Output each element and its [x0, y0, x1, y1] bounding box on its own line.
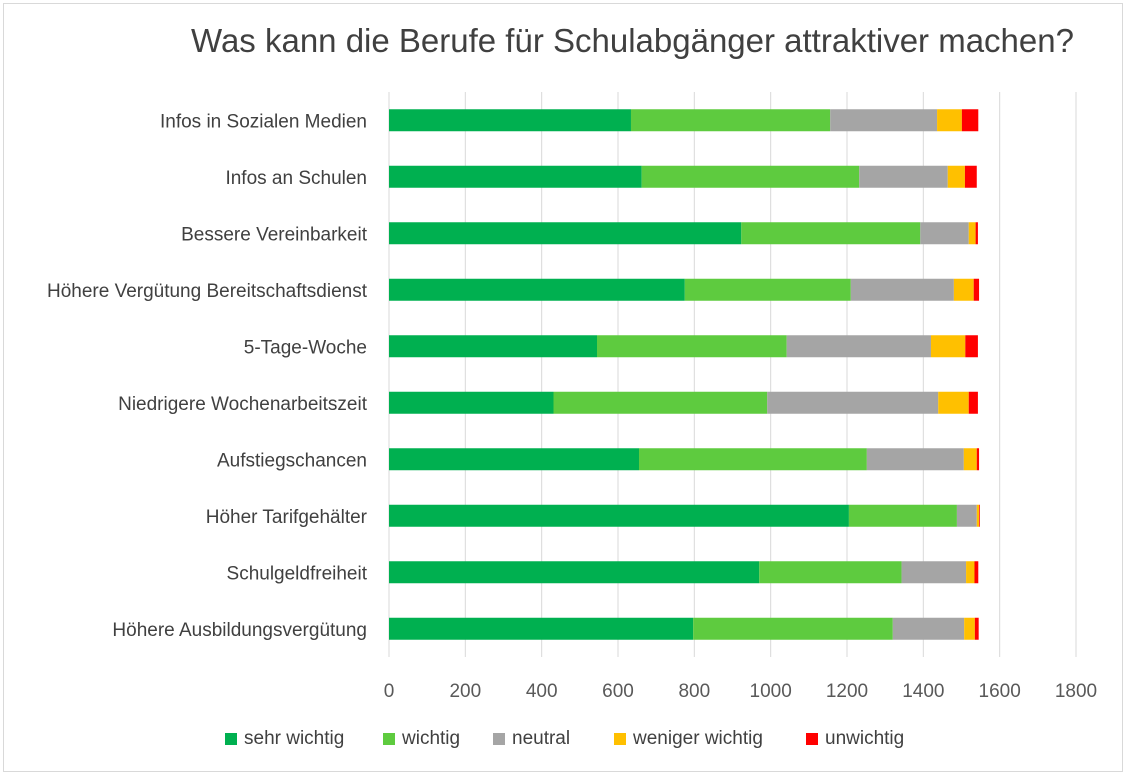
bar-segment [974, 561, 979, 584]
legend-swatch [493, 733, 505, 745]
bar-segment [920, 222, 969, 245]
legend-label: unwichtig [825, 728, 905, 749]
bar-segment [759, 561, 902, 584]
bar-segment [976, 448, 980, 471]
legend-item: weniger wichtig [614, 728, 763, 750]
x-tick-label: 1000 [750, 681, 792, 702]
bar-segment [964, 617, 975, 640]
bar-segment [973, 278, 980, 301]
bar-segment [389, 109, 631, 132]
x-tick-label: 400 [526, 681, 558, 702]
bar-segment [786, 335, 931, 358]
bar-segment [947, 165, 965, 188]
bar-segment [848, 504, 957, 527]
bar-segment [389, 165, 642, 188]
x-tick-label: 800 [678, 681, 710, 702]
legend-swatch [383, 733, 395, 745]
bar-segment [767, 391, 939, 414]
bar-segment [866, 448, 964, 471]
bar-segment [961, 109, 979, 132]
legend-label: neutral [512, 728, 571, 749]
bar-segment [389, 335, 598, 358]
category-label: Schulgeldfreiheit [227, 563, 368, 584]
bar-segment [938, 391, 969, 414]
bar-segment [979, 504, 980, 527]
bar-segment [859, 165, 948, 188]
x-tick-label: 1200 [826, 681, 868, 702]
bar-segment [389, 561, 760, 584]
x-tick-label: 1600 [979, 681, 1021, 702]
bar-segment [850, 278, 954, 301]
bar-segment [389, 448, 639, 471]
legend-item: sehr wichtig [225, 728, 344, 750]
bar-segment [965, 335, 978, 358]
x-tick-label: 1800 [1055, 681, 1097, 702]
bar-segment [693, 617, 893, 640]
bar-segment [901, 561, 967, 584]
chart-legend: sehr wichtig wichtig neutral weniger wichti… [0, 728, 1128, 754]
legend-swatch [225, 733, 237, 745]
bar-segment [389, 222, 742, 245]
chart-title: Was kann die Berufe für Schulabgänger at… [191, 22, 1074, 59]
legend-label: weniger wichtig [633, 728, 763, 749]
bar-segment [684, 278, 851, 301]
legend-label: wichtig [402, 728, 461, 749]
bar-segment [956, 504, 977, 527]
bar-segment [630, 109, 831, 132]
legend-item: neutral [493, 728, 570, 750]
category-label: Niedrigere Wochenarbeitszeit [118, 394, 368, 415]
legend-label: sehr wichtig [244, 728, 345, 749]
bar-segment [389, 278, 685, 301]
bar-segment [968, 391, 978, 414]
category-label: Höher Tarifgehälter [206, 507, 368, 528]
bar-segment [597, 335, 787, 358]
category-label: Aufstiegschancen [217, 450, 367, 471]
x-tick-label: 600 [602, 681, 634, 702]
bar-segment [389, 504, 849, 527]
bar-segment [641, 165, 860, 188]
bar-segment [966, 561, 975, 584]
bar-segment [976, 504, 980, 527]
category-label: 5-Tage-Woche [244, 337, 367, 358]
x-tick-label: 1400 [902, 681, 944, 702]
bar-segment [553, 391, 768, 414]
category-label: Höhere Vergütung Bereitschaftsdienst [47, 281, 368, 302]
bar-segment [937, 109, 962, 132]
bar-segment [975, 222, 978, 245]
bar-segment [968, 222, 976, 245]
bar-segment [963, 448, 977, 471]
category-label: Bessere Vereinbarkeit [181, 224, 368, 245]
category-label: Infos an Schulen [225, 168, 367, 189]
legend-item: wichtig [383, 728, 460, 750]
bar-segment [830, 109, 938, 132]
legend-swatch [614, 733, 626, 745]
bar-segment [389, 391, 554, 414]
bar-segment [892, 617, 965, 640]
bar-segment [953, 278, 974, 301]
category-label: Infos in Sozialen Medien [160, 111, 367, 132]
bar-segment [964, 165, 977, 188]
legend-item: unwichtig [806, 728, 904, 750]
x-tick-label: 200 [449, 681, 481, 702]
legend-swatch [806, 733, 818, 745]
bar-segment [638, 448, 867, 471]
bar-segment [930, 335, 966, 358]
bar-segment [389, 617, 694, 640]
x-tick-label: 0 [384, 681, 395, 702]
bar-segment [741, 222, 921, 245]
bar-segment [974, 617, 979, 640]
category-label: Höhere Ausbildungsvergütung [112, 620, 367, 641]
